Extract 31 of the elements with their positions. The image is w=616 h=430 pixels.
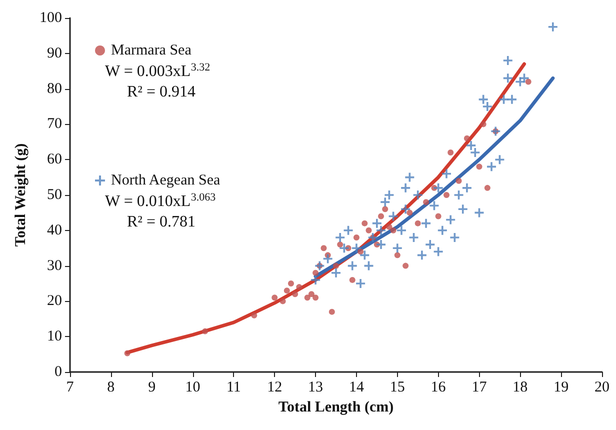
x-tick-label: 10 xyxy=(185,380,200,396)
x-tick-label: 11 xyxy=(226,380,241,396)
annotation: R² = 0.781 xyxy=(127,214,196,230)
x-tick-label: 16 xyxy=(430,380,446,396)
x-tick-label: 8 xyxy=(107,380,115,396)
x-tick-label: 20 xyxy=(594,380,610,396)
x-tick-label: 12 xyxy=(267,380,282,396)
annotation: R² = 0.914 xyxy=(127,84,196,100)
x-tick-label: 15 xyxy=(390,380,405,396)
y-tick-label: 60 xyxy=(47,152,62,168)
x-tick-label: 7 xyxy=(66,380,74,396)
y-tick-label: 10 xyxy=(47,328,62,345)
y-tick-label: 90 xyxy=(47,45,62,62)
x-tick-label: 19 xyxy=(554,380,569,396)
x-tick-label: 18 xyxy=(512,380,528,396)
y-tick-label: 40 xyxy=(47,222,62,238)
y-tick-label: 70 xyxy=(47,116,62,132)
y-tick-label: 50 xyxy=(47,187,62,203)
y-tick-label: 0 xyxy=(54,364,62,380)
x-tick-label: 13 xyxy=(308,380,324,396)
legend-label: Marmara Sea xyxy=(111,42,192,58)
y-tick-label: 100 xyxy=(40,10,62,26)
legend-label: North Aegean Sea xyxy=(111,172,220,188)
x-tick-label: 9 xyxy=(148,380,156,396)
y-axis-title: Total Weight (g) xyxy=(13,143,30,247)
y-tick-label: 80 xyxy=(47,80,62,97)
x-axis-title: Total Length (cm) xyxy=(278,400,394,416)
x-tick-label: 17 xyxy=(472,380,488,396)
x-tick-label: 14 xyxy=(348,380,364,396)
y-tick-label: 30 xyxy=(47,258,62,274)
y-tick-label: 20 xyxy=(47,293,62,310)
